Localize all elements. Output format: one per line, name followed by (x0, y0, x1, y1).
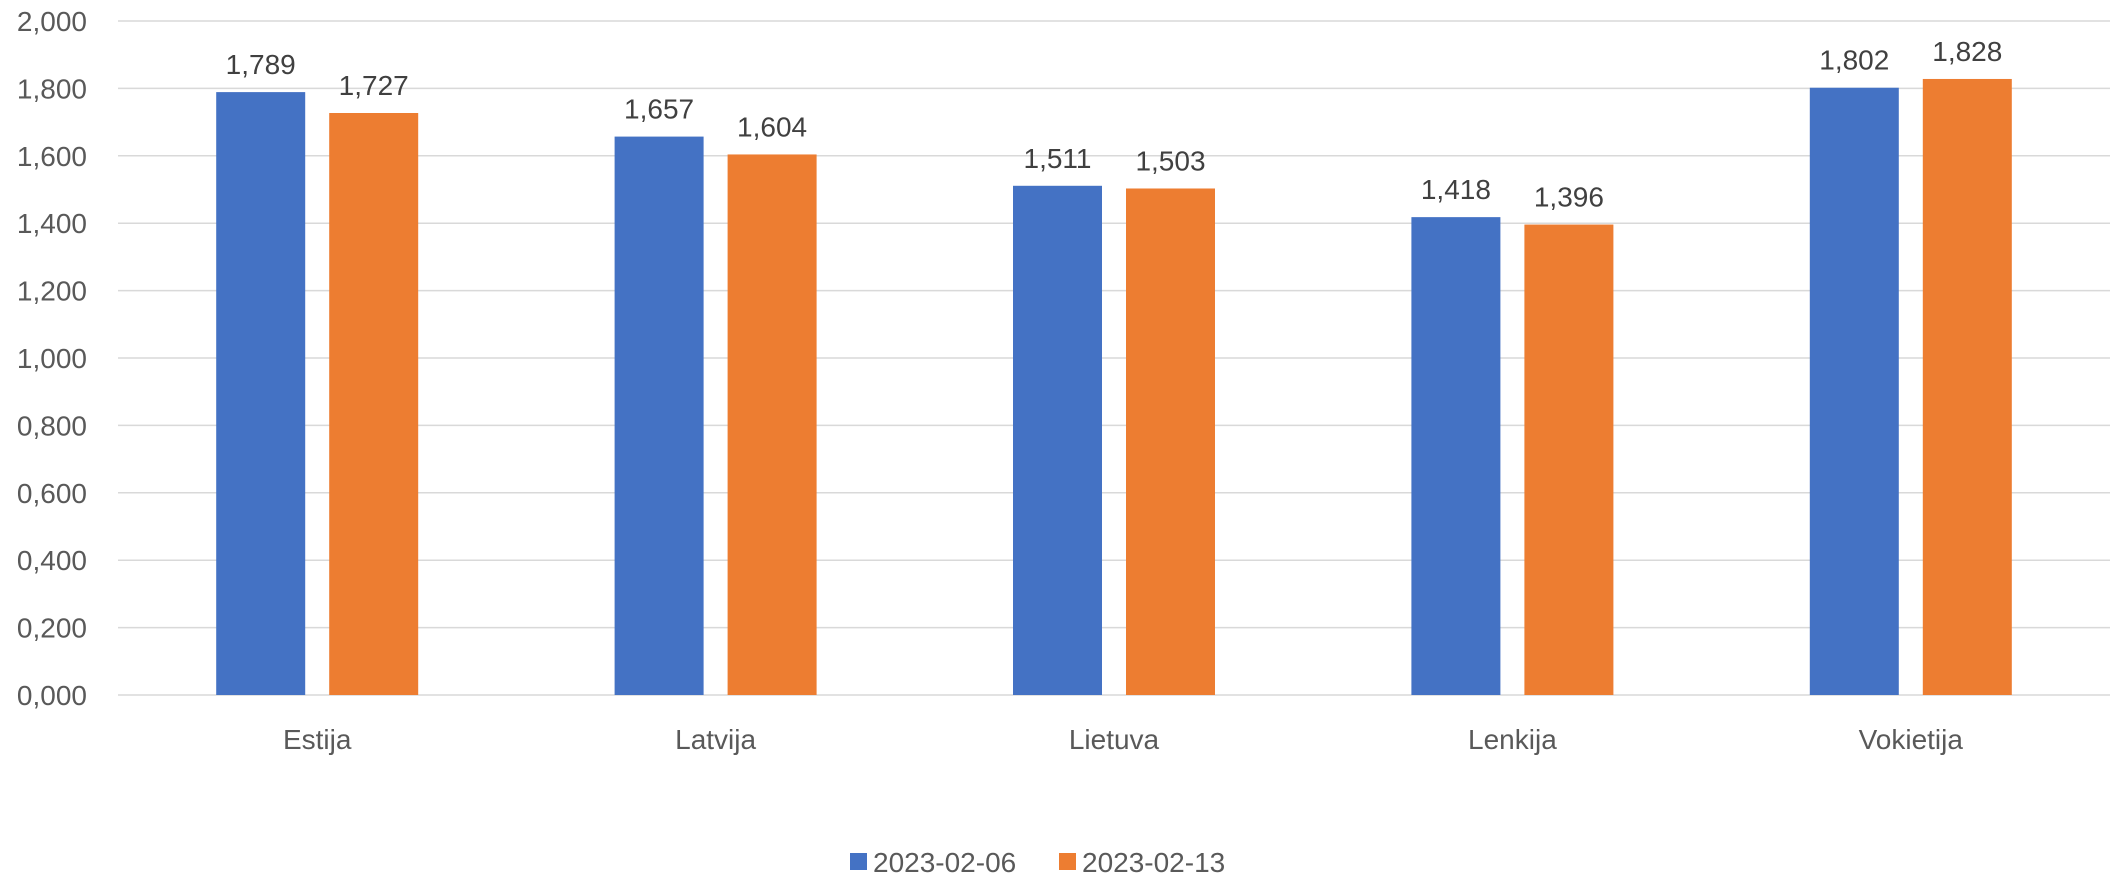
y-tick-label: 2,000 (17, 6, 87, 37)
y-tick-label: 1,000 (17, 343, 87, 374)
data-label: 1,789 (226, 49, 296, 80)
data-label: 1,604 (737, 111, 807, 142)
x-tick-label: Lenkija (1468, 724, 1557, 755)
bar-2023-02-06-Latvija (614, 136, 704, 695)
x-tick-label: Estija (283, 724, 352, 755)
x-tick-label: Lietuva (1069, 724, 1160, 755)
y-tick-label: 1,600 (17, 141, 87, 172)
bar-2023-02-06-Vokietija (1809, 87, 1899, 695)
y-tick-label: 1,800 (17, 73, 87, 104)
y-tick-label: 1,200 (17, 276, 87, 307)
gridlines (118, 20, 2110, 696)
data-label: 1,418 (1421, 174, 1491, 205)
y-tick-label: 0,400 (17, 545, 87, 576)
bar-2023-02-13-Vokietija (1922, 78, 2012, 696)
bar-2023-02-13-Lietuva (1126, 188, 1215, 695)
y-tick-label: 0,800 (17, 410, 87, 441)
y-tick-label: 1,400 (17, 208, 87, 239)
x-tick-label: Latvija (675, 724, 756, 755)
bar-2023-02-06-Lenkija (1411, 217, 1501, 695)
bar-2023-02-06-Estija (216, 92, 306, 696)
legend-label: 2023-02-06 (873, 847, 1016, 878)
bar-2023-02-13-Estija (329, 113, 419, 696)
data-label: 1,657 (624, 94, 694, 125)
data-label: 1,727 (339, 70, 409, 101)
legend-swatch (1059, 853, 1076, 870)
data-label: 1,396 (1534, 182, 1604, 213)
y-axis-tick-labels: 0,000 0,200 0,400 0,600 0,800 1,000 1,200 1,400… (17, 6, 87, 711)
bar-2023-02-06-Lietuva (1013, 185, 1102, 695)
data-label: 1,802 (1819, 45, 1889, 76)
bar-2023-02-13-Lenkija (1524, 224, 1614, 695)
data-label: 1,511 (1024, 143, 1092, 174)
bars (216, 78, 2012, 696)
y-tick-label: 0,200 (17, 613, 87, 644)
y-tick-label: 0,600 (17, 478, 87, 509)
data-label: 1,503 (1135, 145, 1205, 176)
legend-label: 2023-02-13 (1082, 847, 1225, 878)
x-axis-tick-labels: Estija Latvija Lietuva Lenkija Vokietija (283, 724, 1963, 755)
y-tick-label: 0,000 (17, 680, 87, 711)
data-labels: 1,789 1,727 1,657 1,604 1,511 1,503 1,418 1,396… (226, 36, 2003, 213)
legend-swatch (850, 853, 867, 870)
bar-2023-02-13-Latvija (727, 154, 817, 695)
legend: 2023-02-06 2023-02-13 (850, 847, 1225, 878)
x-tick-label: Vokietija (1859, 724, 1964, 755)
data-label: 1,828 (1932, 36, 2002, 67)
